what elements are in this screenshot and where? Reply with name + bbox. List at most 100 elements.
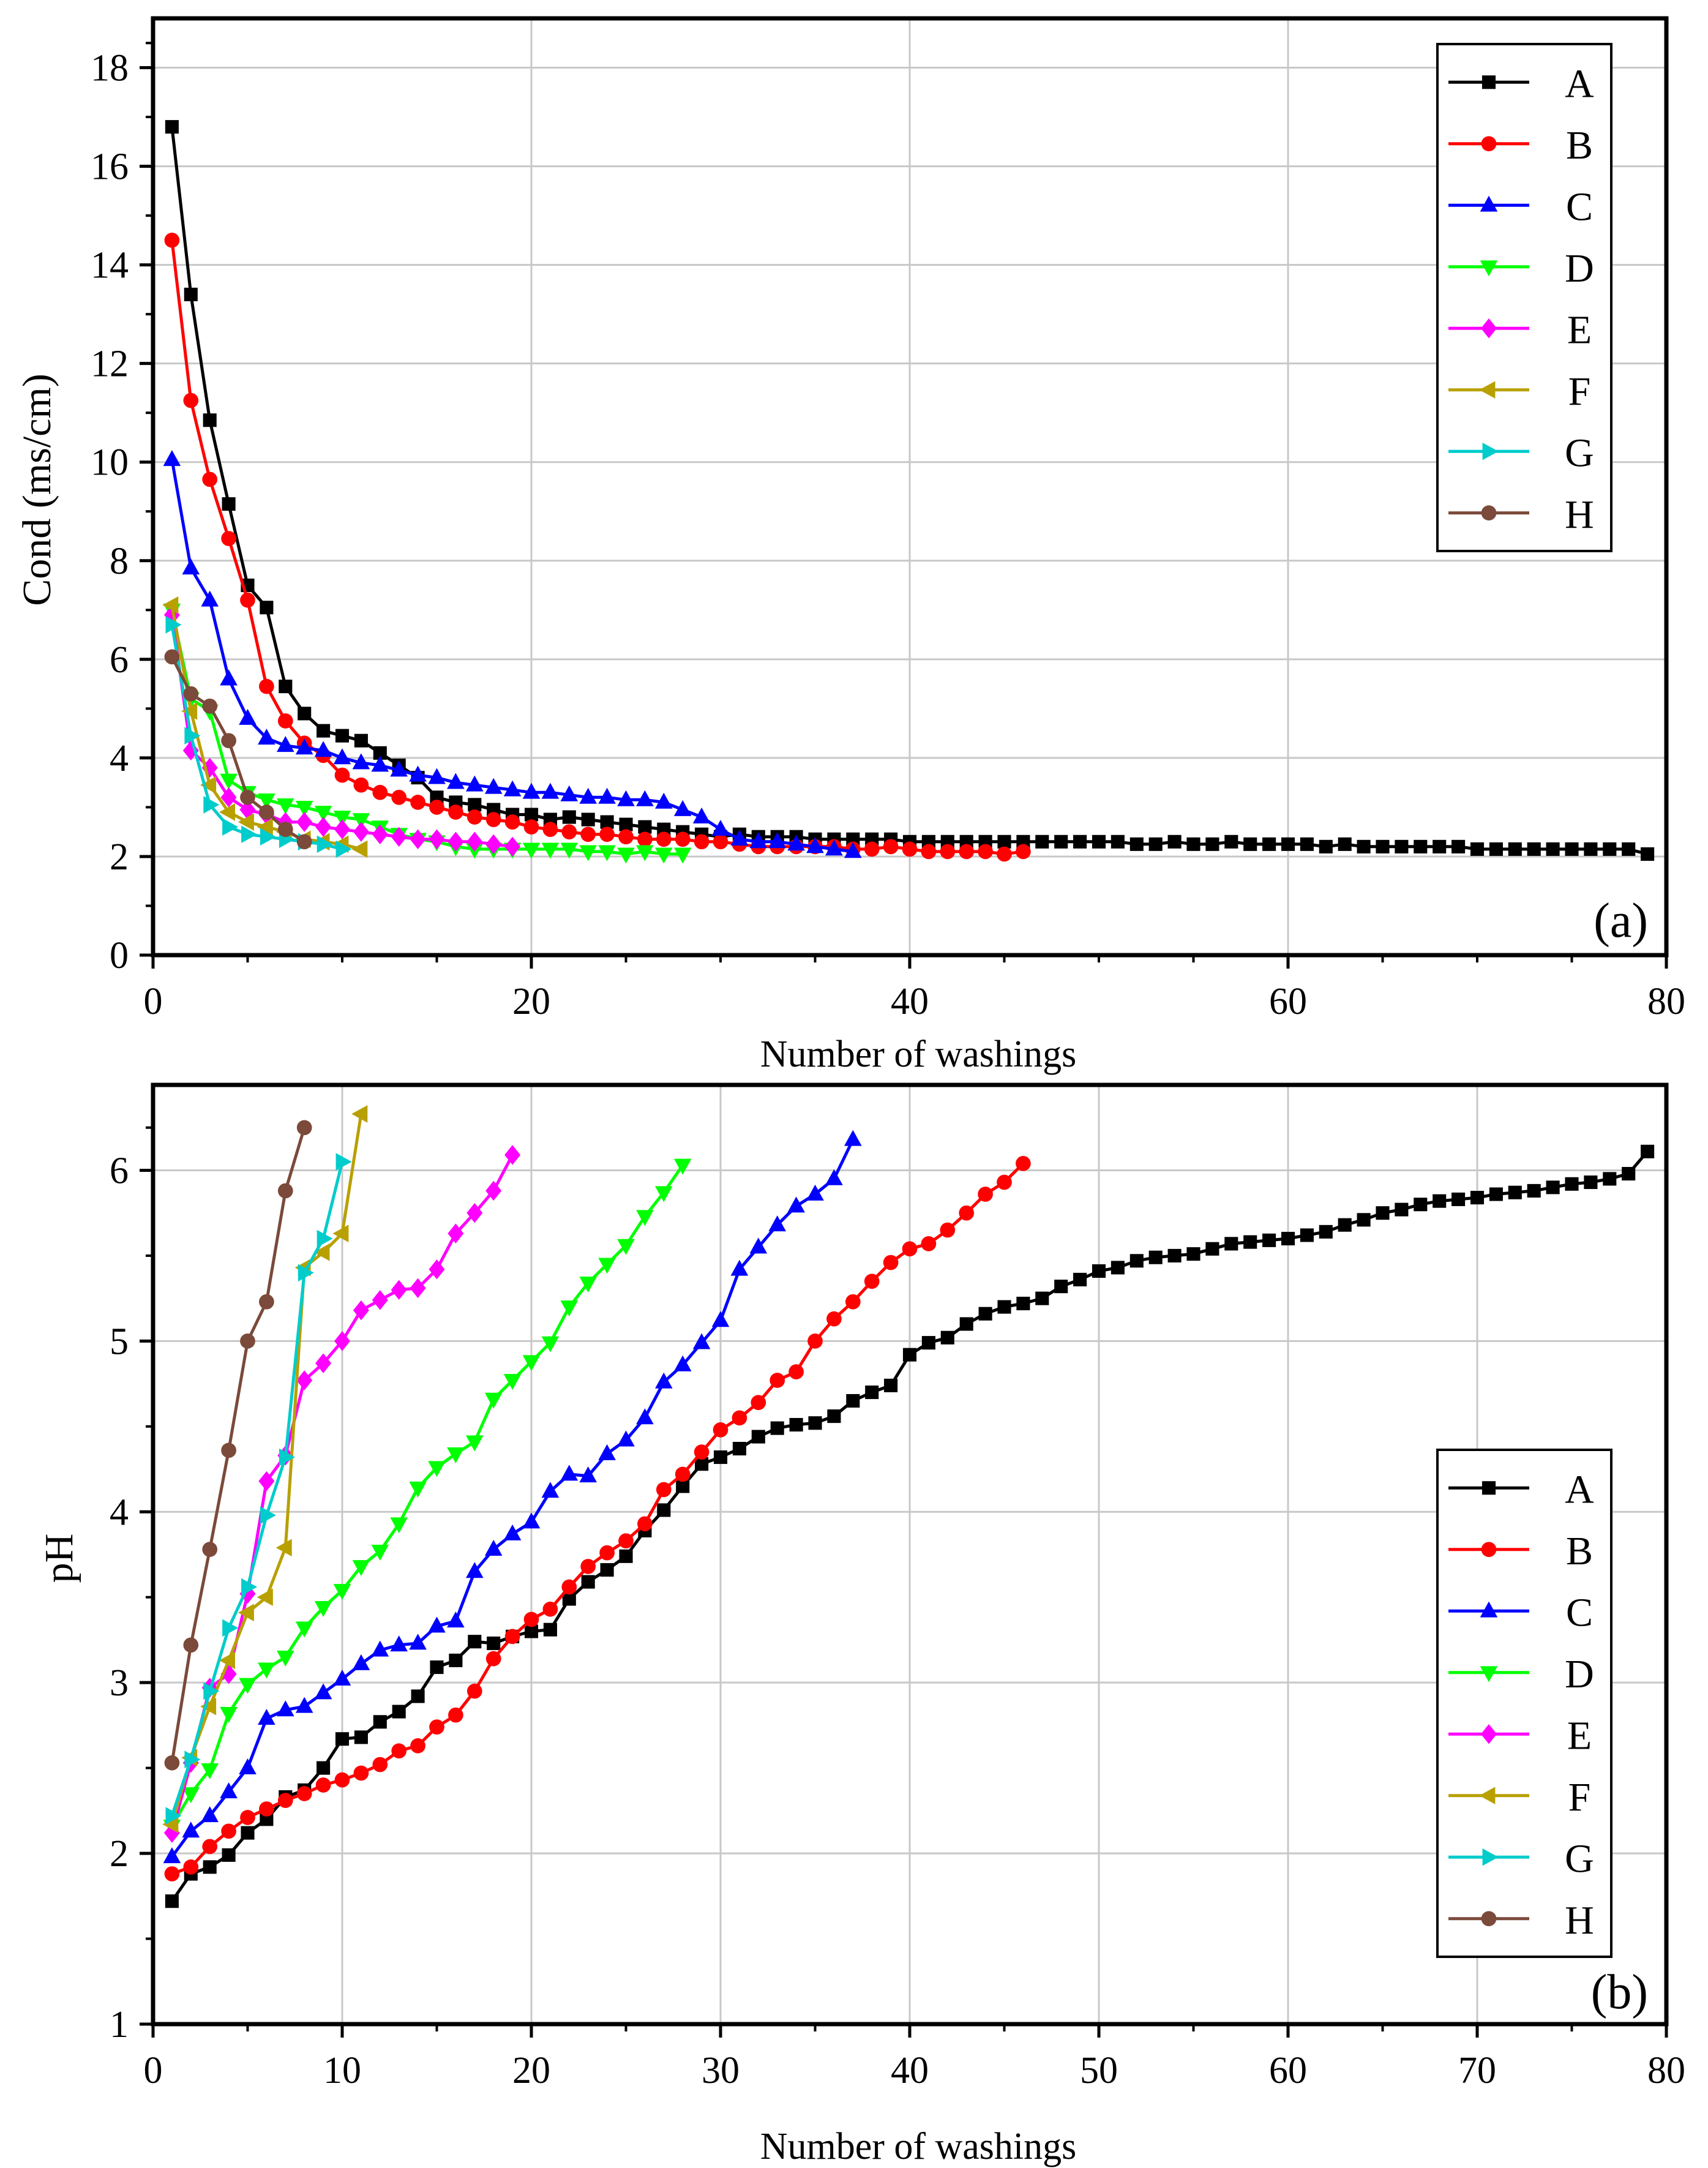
series-a-point bbox=[1603, 842, 1617, 856]
series-f-point bbox=[313, 1243, 330, 1261]
series-d-point bbox=[447, 1447, 465, 1464]
panel-a-series-c bbox=[163, 450, 862, 858]
panel-a-y-tick-label: 0 bbox=[110, 935, 129, 977]
series-d-point bbox=[522, 1355, 541, 1371]
series-d-point bbox=[352, 1560, 370, 1577]
series-c-line bbox=[170, 1139, 855, 1858]
series-a-point bbox=[1508, 842, 1522, 856]
series-d-point bbox=[598, 845, 616, 861]
series-d-point bbox=[560, 842, 579, 859]
panel-b-x-tick-label: 60 bbox=[1269, 2050, 1307, 2091]
series-a-point bbox=[1092, 1264, 1106, 1278]
series-a-point bbox=[184, 287, 198, 301]
series-c-point bbox=[258, 1709, 275, 1725]
series-b-point bbox=[277, 1793, 293, 1808]
series-b-point bbox=[164, 1866, 180, 1881]
series-a-point bbox=[1054, 835, 1068, 849]
series-a-point bbox=[1641, 847, 1655, 861]
panel-b-x-tick-label: 80 bbox=[1647, 2050, 1685, 2091]
series-c-point bbox=[163, 450, 181, 467]
series-c-point bbox=[560, 1465, 579, 1481]
series-a-point bbox=[1319, 839, 1333, 853]
series-a-point bbox=[1035, 835, 1049, 849]
series-d-point bbox=[428, 1461, 446, 1477]
series-c-point bbox=[673, 800, 692, 816]
series-c-point bbox=[655, 792, 673, 809]
series-g-line bbox=[170, 1161, 344, 1817]
series-a-point bbox=[1073, 835, 1087, 849]
series-b-point bbox=[618, 829, 634, 845]
series-a-point bbox=[1148, 1250, 1163, 1264]
series-c-point bbox=[825, 839, 843, 856]
series-g-point bbox=[203, 1682, 220, 1700]
series-b-point bbox=[883, 1255, 899, 1270]
legend-label-b: B bbox=[1566, 1529, 1593, 1573]
series-c-point bbox=[768, 832, 786, 849]
series-b-point bbox=[959, 1205, 975, 1221]
series-c-point bbox=[617, 1430, 635, 1447]
series-g-point bbox=[298, 1264, 314, 1282]
series-e-point bbox=[334, 819, 350, 839]
series-a-point bbox=[1584, 842, 1598, 856]
series-a-point bbox=[449, 1653, 463, 1667]
series-f-point bbox=[332, 1225, 349, 1242]
series-g-point bbox=[241, 825, 258, 844]
series-b-point bbox=[864, 841, 880, 857]
series-a-point bbox=[1451, 839, 1466, 853]
series-c-point bbox=[409, 765, 427, 782]
series-a-point bbox=[713, 1450, 728, 1465]
series-a-point bbox=[1395, 1202, 1409, 1217]
series-b-point bbox=[940, 844, 956, 860]
series-c-point bbox=[787, 835, 805, 851]
series-a-point bbox=[1300, 1228, 1314, 1242]
panel-b-x-tick-label: 30 bbox=[702, 2050, 740, 2091]
series-c-point bbox=[560, 785, 579, 801]
panel-a-label: (a) bbox=[1594, 894, 1648, 948]
series-h-point bbox=[240, 789, 255, 805]
legend-label-e: E bbox=[1567, 1713, 1592, 1758]
series-c-point bbox=[390, 1635, 408, 1652]
series-a-point bbox=[808, 1416, 822, 1430]
series-a-point bbox=[1565, 842, 1579, 856]
series-d-point bbox=[220, 773, 238, 790]
series-a-point bbox=[260, 601, 274, 615]
series-a-point bbox=[317, 1761, 331, 1775]
series-a-point bbox=[1527, 842, 1541, 856]
series-a-point bbox=[657, 1503, 671, 1517]
series-a-point bbox=[1451, 1192, 1466, 1206]
series-d-point bbox=[295, 1621, 313, 1638]
series-g-point bbox=[184, 1750, 201, 1768]
series-a-point bbox=[846, 1393, 860, 1408]
series-b-line bbox=[170, 240, 1024, 856]
series-c-point bbox=[447, 1611, 465, 1628]
series-f-point bbox=[351, 840, 368, 858]
panel-a-series bbox=[162, 120, 1655, 864]
series-a-point bbox=[1129, 837, 1144, 851]
series-c-point bbox=[711, 1311, 730, 1327]
series-b-point bbox=[599, 827, 615, 842]
series-b-point bbox=[504, 814, 520, 830]
series-a-point bbox=[997, 1300, 1011, 1314]
panel-a-grid bbox=[153, 18, 1666, 955]
series-a-point bbox=[732, 1442, 746, 1456]
series-e-point bbox=[334, 1331, 350, 1351]
series-b-point bbox=[732, 1410, 747, 1426]
series-a-point bbox=[1262, 837, 1276, 851]
series-b-point bbox=[637, 831, 653, 847]
series-f-point bbox=[351, 1105, 368, 1123]
series-a-point bbox=[1395, 839, 1409, 853]
series-d-point bbox=[352, 813, 370, 830]
series-d-point bbox=[484, 1392, 503, 1409]
series-c-point bbox=[598, 787, 616, 804]
series-a-point bbox=[997, 835, 1011, 849]
series-c-point bbox=[598, 1444, 616, 1460]
series-g-point bbox=[165, 616, 182, 634]
series-e-point bbox=[448, 831, 464, 852]
series-a-point bbox=[241, 1826, 255, 1840]
series-e-point bbox=[372, 1290, 388, 1310]
series-b-point bbox=[561, 824, 577, 840]
panel-a-y-tick-label: 16 bbox=[91, 146, 129, 188]
series-c-point bbox=[447, 773, 465, 789]
series-b-point bbox=[391, 789, 407, 805]
